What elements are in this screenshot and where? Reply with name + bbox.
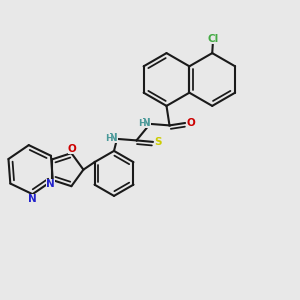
Text: N: N xyxy=(28,194,36,204)
Text: H: H xyxy=(138,119,146,128)
Text: N: N xyxy=(109,133,118,143)
Text: S: S xyxy=(155,137,162,147)
Text: O: O xyxy=(68,144,76,154)
Text: Cl: Cl xyxy=(207,34,218,44)
Text: N: N xyxy=(142,118,151,128)
Text: H: H xyxy=(105,134,112,143)
Text: O: O xyxy=(186,118,195,128)
Text: N: N xyxy=(46,179,55,189)
